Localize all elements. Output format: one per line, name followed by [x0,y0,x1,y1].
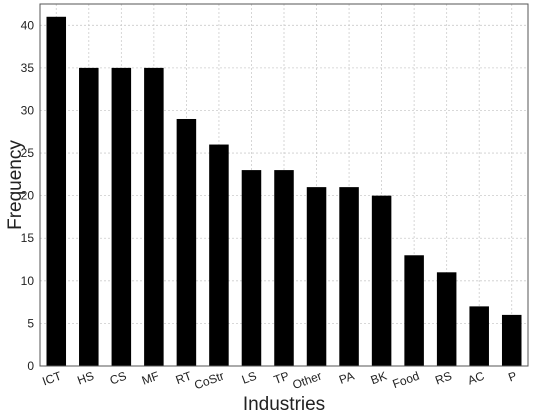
x-tick-label: CoStr [192,369,226,393]
bar-ac [469,306,489,366]
bar-p [501,314,522,366]
x-tick-label: PA [337,369,356,387]
x-tick-label: BK [369,369,389,388]
bar-mf [144,67,164,366]
bar-tp [274,170,294,366]
y-tick-label: 20 [21,189,35,203]
x-tick-label: CS [108,369,128,388]
y-axis-title: Frequency [5,140,26,230]
bar-bk [371,195,392,366]
bar-pa [339,187,359,366]
y-tick-labels: 0 5 10 15 20 25 30 35 40 [21,18,35,373]
bar-rt [176,118,197,366]
bar-hs [79,67,99,366]
bar-rs [436,272,457,366]
bar-ls [241,170,262,366]
y-tick-label: 40 [21,18,35,32]
x-tick-label: TP [272,369,291,387]
y-tick-label: 15 [21,231,35,245]
x-tick-label: RS [433,369,453,388]
bar-cs [111,67,132,366]
x-tick-label: Other [291,369,324,392]
y-tick-label: 30 [21,103,35,117]
x-axis-title: Industries [243,394,325,415]
x-tick-label: AC [466,369,487,388]
x-tick-label: HS [75,369,95,388]
y-tick-label: 10 [21,274,35,288]
bar-food [404,255,424,366]
x-tick-label: P [506,369,518,385]
x-tick-label: LS [240,369,259,387]
bar-other [306,187,327,366]
x-tick-label: MF [140,369,161,388]
y-tick-label: 0 [27,359,34,373]
plot-frame [39,3,529,367]
y-tick-label: 5 [27,316,34,330]
bar-costr [209,144,229,366]
x-tick-label: ICT [40,368,64,388]
x-tick-label: Food [391,369,421,392]
y-tick-label: 35 [21,61,35,75]
x-tick-label: RT [174,368,194,387]
y-tick-label: 25 [21,146,35,160]
bars [46,16,522,367]
bar-ict [46,16,67,367]
